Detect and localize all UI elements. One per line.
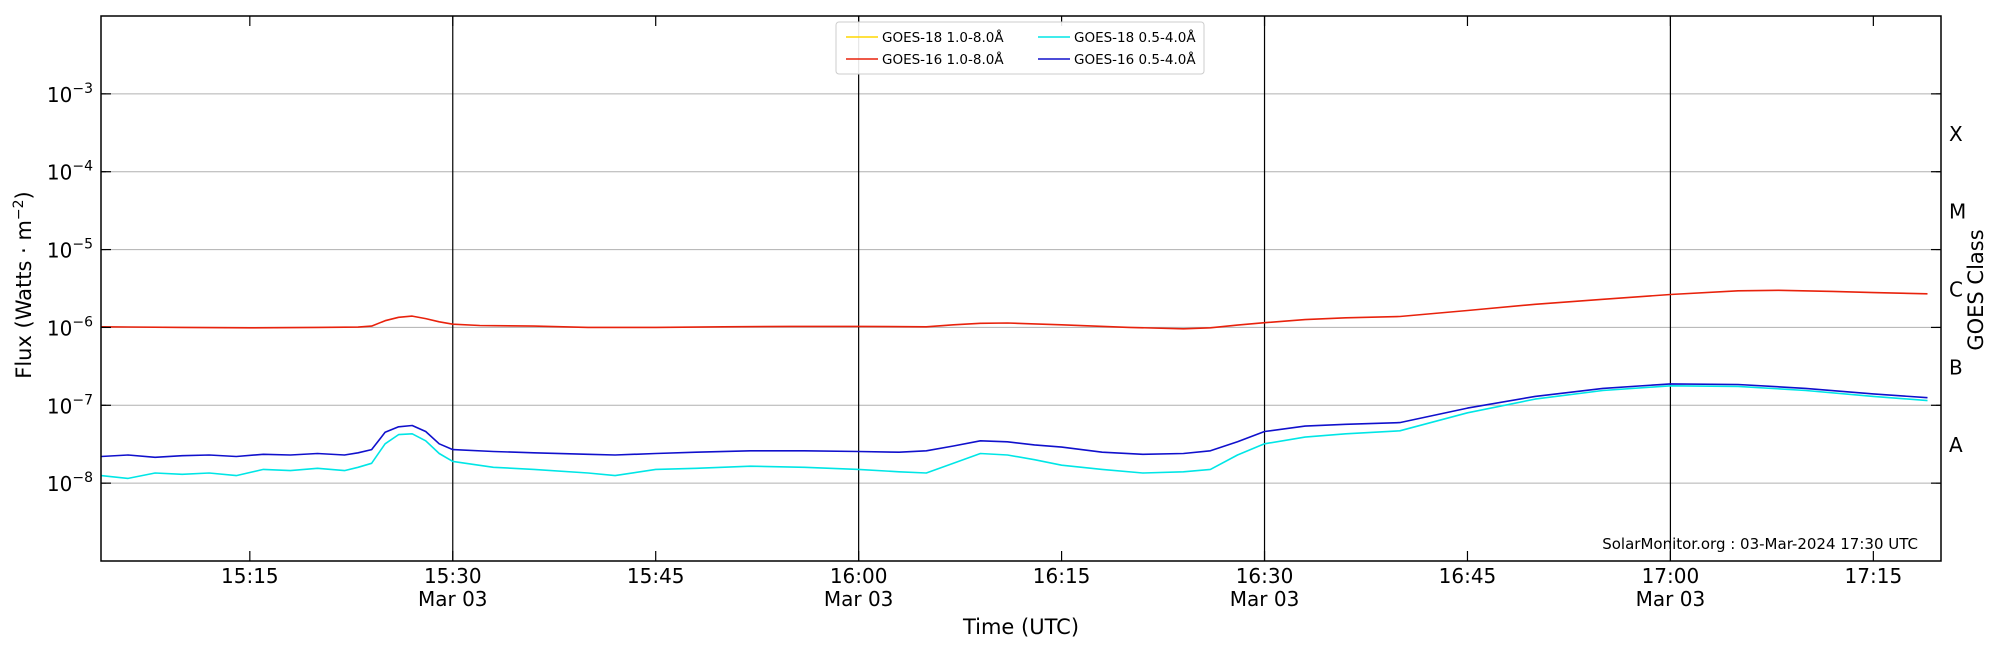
series-lines [100, 289, 1928, 480]
series-line-4 [100, 383, 1928, 459]
goes-class-m: M [1949, 200, 1966, 224]
day-marker-lines [452, 16, 1672, 561]
y-tick-label: 10−8 [47, 470, 93, 496]
secondary-y-axis-label: GOES Class [1964, 229, 1988, 350]
series-line-3 [100, 385, 1928, 480]
goes-class-x: X [1949, 122, 1963, 146]
legend-entry: GOES-16 0.5-4.0Å [1074, 51, 1196, 68]
legend-entry: GOES-18 0.5-4.0Å [1074, 29, 1196, 46]
x-tick-label: 16:15 [1033, 564, 1091, 588]
y-tick-label: 10−7 [47, 392, 93, 418]
credit-text: SolarMonitor.org : 03-Mar-2024 17:30 UTC [1602, 535, 1918, 553]
y-tick-labels: 10−8 10−7 10−6 10−5 10−4 10−3 [47, 81, 93, 496]
y-axis-label-exponent: −2 [11, 199, 27, 220]
x-tick-label: 16:30 [1236, 564, 1294, 588]
axis-ticks [101, 15, 1941, 562]
svg-text:Flux (Watts · m−2): Flux (Watts · m−2) [11, 191, 36, 379]
x-tick-label: 17:00 [1642, 564, 1700, 588]
goes-class-c: C [1949, 278, 1963, 302]
y-axis-label: Flux (Watts · m−2) [11, 191, 36, 379]
legend-box [835, 21, 1205, 75]
legend: GOES-18 1.0-8.0Å GOES-16 1.0-8.0Å GOES-18 … [835, 21, 1205, 75]
x-tick-date-label: Mar 03 [418, 587, 488, 611]
y-tick-label: 10−4 [47, 159, 93, 185]
x-tick-date-label: Mar 03 [1230, 587, 1300, 611]
y-tick-label: 10−6 [47, 314, 93, 340]
legend-entry: GOES-16 1.0-8.0Å [882, 51, 1004, 68]
legend-entry: GOES-18 1.0-8.0Å [882, 29, 1004, 46]
x-tick-date-label: Mar 03 [1636, 587, 1706, 611]
x-tick-label: 15:15 [221, 564, 279, 588]
x-tick-date-label: Mar 03 [824, 587, 894, 611]
x-tick-label: 16:00 [830, 564, 888, 588]
x-tick-label: 15:30 [424, 564, 482, 588]
goes-class-b: B [1949, 355, 1963, 379]
series-line-2 [100, 289, 1928, 330]
x-axis-label: Time (UTC) [962, 615, 1079, 639]
x-tick-label: 17:15 [1845, 564, 1903, 588]
grid-lines [101, 93, 1941, 484]
x-tick-label: 15:45 [627, 564, 685, 588]
goes-class-a: A [1949, 433, 1963, 457]
y-axis-label-close: ) [12, 191, 36, 199]
plot-frame [100, 15, 1942, 562]
y-axis-label-main: Flux (Watts · m [12, 220, 36, 379]
y-tick-label: 10−3 [47, 81, 93, 107]
x-tick-label: 16:45 [1439, 564, 1497, 588]
goes-class-labels: A B C M X [1949, 122, 1966, 457]
y-tick-label: 10−5 [47, 237, 93, 263]
